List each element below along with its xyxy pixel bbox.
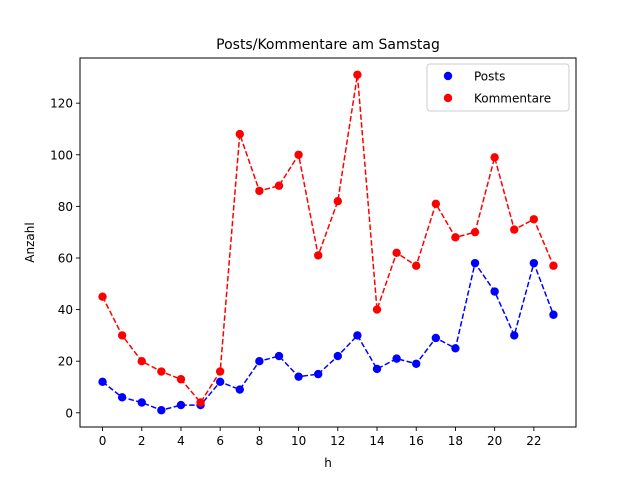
data-point-kommentare [333, 197, 342, 206]
data-point-posts [529, 258, 539, 268]
legend-label-posts: Posts [474, 70, 505, 84]
data-point-posts [215, 377, 225, 387]
data-point-kommentare [196, 398, 205, 407]
data-point-posts [549, 310, 558, 319]
data-point-kommentare [117, 331, 127, 340]
data-point-posts [294, 372, 303, 381]
data-point-kommentare [255, 186, 264, 196]
legend-label-kommentare: Kommentare [474, 92, 551, 106]
x-axis: 0 2 4 6 8 10 12 14 16 18 20 22 [99, 427, 541, 448]
x-tick-label: 8 [256, 434, 264, 448]
data-point-posts [451, 344, 460, 353]
legend: Posts Kommentare [426, 63, 570, 112]
data-point-posts [392, 354, 401, 363]
data-point-posts [353, 331, 362, 340]
data-point-posts [490, 287, 499, 296]
data-point-kommentare [412, 261, 421, 270]
data-point-kommentare [176, 375, 186, 384]
data-point-posts [431, 333, 441, 343]
data-point-kommentare [470, 227, 480, 237]
data-point-kommentare [490, 153, 499, 162]
axes-frame [79, 57, 577, 428]
x-tick-label: 10 [291, 434, 306, 448]
y-tick-label: 40 [58, 303, 73, 317]
data-point-kommentare [451, 233, 460, 242]
data-point-kommentare [372, 305, 382, 314]
data-point-posts [274, 351, 284, 361]
data-point-posts [372, 364, 382, 374]
x-tick-label: 14 [369, 434, 384, 448]
data-point-posts [235, 385, 244, 394]
plot-area [98, 70, 558, 415]
x-tick-label: 20 [487, 434, 502, 448]
y-tick-label: 0 [65, 406, 73, 420]
data-point-kommentare [294, 150, 303, 159]
data-point-kommentare [353, 70, 362, 79]
x-tick-label: 0 [99, 434, 107, 448]
x-tick-label: 12 [330, 434, 345, 448]
data-point-posts [157, 406, 166, 415]
x-tick-label: 6 [216, 434, 224, 448]
y-tick-label: 100 [50, 148, 73, 162]
y-axis-label: Anzahl [23, 222, 37, 262]
data-point-kommentare [314, 251, 323, 260]
data-point-posts [510, 331, 519, 340]
legend-box [426, 63, 570, 112]
x-tick-label: 2 [138, 434, 146, 448]
y-axis: 0 20 40 60 80 100 120 [50, 97, 80, 420]
data-point-kommentare [98, 292, 107, 301]
data-point-kommentare [510, 225, 519, 234]
y-tick-label: 20 [58, 355, 73, 369]
data-point-posts [314, 369, 323, 379]
x-tick-label: 18 [448, 434, 463, 448]
data-point-posts [255, 357, 264, 366]
data-point-kommentare [235, 129, 244, 139]
x-axis-label: h [324, 456, 332, 470]
y-tick-label: 80 [58, 200, 73, 214]
data-point-kommentare [137, 357, 146, 366]
data-point-posts [176, 400, 186, 410]
x-tick-label: 22 [526, 434, 541, 448]
x-tick-label: 16 [409, 434, 424, 448]
data-point-posts [470, 258, 480, 268]
data-point-kommentare [529, 215, 539, 224]
y-tick-label: 60 [58, 251, 73, 265]
data-point-kommentare [431, 199, 441, 208]
data-point-kommentare [157, 367, 166, 376]
chart-title: Posts/Kommentare am Samstag [216, 37, 440, 53]
y-tick-label: 120 [50, 97, 73, 111]
legend-entries: Posts Kommentare [443, 70, 551, 106]
data-point-posts [137, 398, 146, 407]
data-point-kommentare [215, 367, 225, 376]
data-point-posts [333, 351, 342, 361]
data-point-kommentare [549, 261, 558, 270]
data-point-kommentare [392, 248, 401, 258]
legend-marker-posts [443, 71, 453, 81]
legend-marker-kommentare [443, 93, 453, 103]
data-point-kommentare [274, 181, 284, 190]
data-point-posts [98, 377, 107, 387]
data-point-posts [117, 393, 127, 402]
data-point-posts [412, 359, 421, 368]
x-tick-label: 4 [177, 434, 185, 448]
